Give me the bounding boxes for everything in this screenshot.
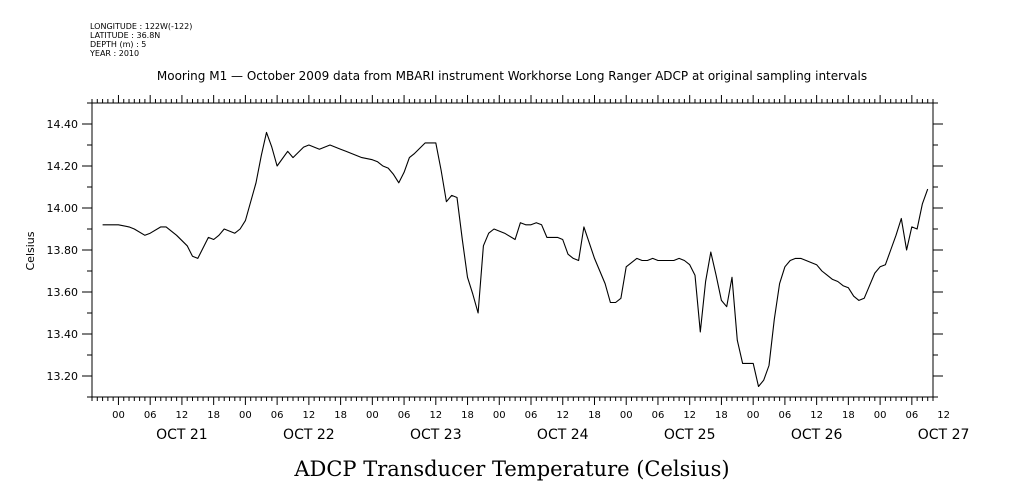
y-tick-label: 14.00 [47,202,79,215]
meta-latitude: LATITUDE : 36.8N [90,31,161,40]
y-tick-label: 13.40 [47,328,79,341]
x-tick-label: 06 [525,410,538,421]
y-tick-label: 14.20 [47,160,79,173]
x-tick-label: 06 [271,410,284,421]
x-tick-label: 06 [398,410,411,421]
x-tick-label: 00 [366,410,379,421]
x-tick-label: 00 [493,410,506,421]
x-tick-label: 00 [747,410,760,421]
x-axis-label: ADCP Transducer Temperature (Celsius) [293,457,729,481]
meta-longitude: LONGITUDE : 122W(-122) [90,22,193,31]
x-tick-label: 12 [176,410,189,421]
x-axis-ticks: 00 06 12 18 00 06 12 18 00 06 12 18 00 06 12 18 00 06 12 18… [91,95,970,443]
x-day-label: OCT 21 [156,427,208,443]
x-tick-label: 00 [874,410,887,421]
x-tick-label: 12 [302,410,315,421]
x-tick-label: 18 [842,410,855,421]
series-layer [102,131,929,388]
x-day-label: OCT 26 [791,427,843,443]
y-tick-label: 13.60 [47,286,79,299]
meta-year: YEAR : 2010 [90,49,140,58]
x-tick-label: 12 [810,410,823,421]
x-tick-label: 18 [715,410,728,421]
x-tick-label: 12 [556,410,569,421]
x-tick-label: 06 [652,410,665,421]
y-axis-ticks: 13.20 13.40 13.60 13.80 14.00 14.20 14.40 [47,102,943,398]
y-tick-label: 13.20 [47,370,79,383]
x-day-label: OCT 27 [918,427,970,443]
x-day-label: OCT 22 [283,427,335,443]
chart-title: Mooring M1 — October 2009 data from MBAR… [157,69,867,83]
x-tick-label: 00 [112,410,125,421]
x-tick-label: 00 [620,410,633,421]
x-tick-label: 00 [239,410,252,421]
x-tick-label: 12 [683,410,696,421]
y-tick-label: 14.40 [47,118,79,131]
plot-frame [91,102,934,398]
x-tick-label: 06 [905,410,918,421]
x-day-label: OCT 25 [664,427,716,443]
x-tick-label: 06 [779,410,792,421]
x-tick-label: 18 [461,410,474,421]
y-axis-label: Celsius [24,231,37,270]
x-tick-label: 18 [588,410,601,421]
series-line [102,131,929,388]
x-day-label: OCT 23 [410,427,462,443]
meta-depth: DEPTH (m) : 5 [90,40,147,49]
x-tick-label: 18 [334,410,347,421]
y-tick-label: 13.80 [47,244,79,257]
x-tick-label: 06 [144,410,157,421]
x-day-label: OCT 24 [537,427,589,443]
x-tick-label: 12 [429,410,442,421]
x-tick-label: 12 [937,410,950,421]
metadata-block: LONGITUDE : 122W(-122) LATITUDE : 36.8N … [90,22,192,58]
x-tick-label: 18 [207,410,220,421]
